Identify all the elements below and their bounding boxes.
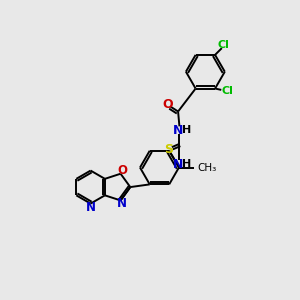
Text: H: H	[182, 125, 192, 135]
Text: Cl: Cl	[221, 86, 233, 96]
Text: H: H	[182, 159, 192, 169]
Text: N: N	[117, 197, 127, 210]
Text: O: O	[162, 98, 172, 111]
Text: S: S	[164, 143, 173, 156]
Text: CH₃: CH₃	[198, 163, 217, 172]
Text: N: N	[173, 124, 183, 137]
Text: N: N	[85, 201, 96, 214]
Text: O: O	[117, 164, 127, 177]
Text: Cl: Cl	[217, 40, 229, 50]
Text: N: N	[173, 158, 183, 171]
